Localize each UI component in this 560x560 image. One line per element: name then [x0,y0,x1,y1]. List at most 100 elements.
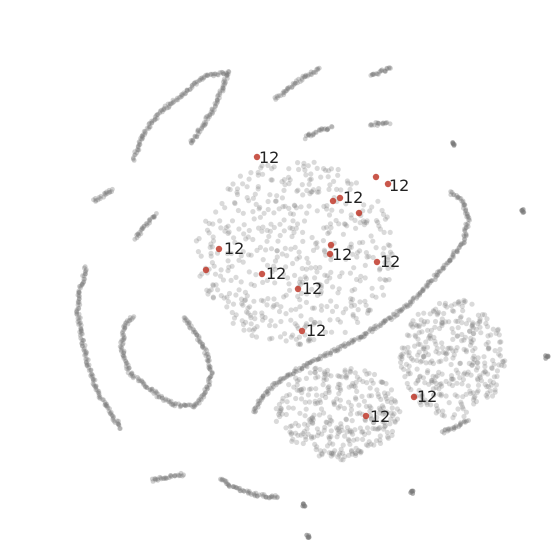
data-point [287,225,293,231]
data-point [147,387,153,393]
data-point [181,472,187,478]
data-point [497,339,503,345]
data-point [93,383,99,389]
data-point [260,393,266,399]
data-point [293,395,299,402]
data-point [378,68,384,74]
data-point [192,133,198,139]
data-point [211,73,217,79]
data-point [157,108,163,114]
data-point [210,370,215,375]
data-point [206,362,212,368]
data-point [311,305,317,311]
data-point [111,418,117,424]
data-point [457,245,462,250]
data-point [153,390,158,395]
data-point [439,322,445,329]
data-point [247,312,254,318]
data-point [323,351,328,356]
data-point [225,299,231,305]
data-point [281,187,287,193]
data-point [207,375,213,381]
data-point [315,67,321,72]
data-point [342,341,348,347]
data-point [93,384,99,389]
data-point [225,72,231,77]
data-point [313,240,319,247]
data-point [325,350,331,356]
data-point [291,371,296,377]
highlight-point [258,270,266,278]
data-point [231,484,236,489]
data-point [384,214,390,220]
data-point [353,225,359,231]
data-point [168,398,174,404]
data-point [344,372,350,378]
data-point [204,348,210,353]
data-point [445,426,451,432]
data-point [468,390,474,396]
data-point [406,384,412,391]
data-point [291,384,297,390]
data-point [343,306,349,312]
data-point [215,72,220,77]
data-point [230,320,236,326]
data-point [199,75,205,81]
data-point [370,380,376,386]
data-point [131,373,137,379]
data-point [208,253,214,259]
data-point [369,293,375,299]
data-point [174,97,179,103]
data-point [336,373,342,379]
data-point [241,231,247,237]
data-point [327,317,333,323]
data-point [278,318,284,325]
data-point [446,426,452,432]
data-point [151,215,157,220]
data-point [381,426,387,432]
data-point [207,367,213,373]
data-point [394,313,399,318]
data-point [333,348,339,354]
data-point [386,260,392,266]
data-point [283,264,289,270]
highlight-point [355,209,363,217]
data-point [90,377,96,382]
data-point [321,225,327,231]
data-point [363,330,368,336]
data-point [137,140,143,145]
data-point [121,324,126,329]
data-point [290,211,296,217]
data-point [147,218,153,224]
data-point [417,399,423,405]
data-point [377,437,383,443]
data-point [300,192,306,198]
data-point [147,220,152,226]
data-point [81,347,86,353]
data-point [283,425,289,431]
data-point [162,103,168,109]
data-point [330,441,336,447]
data-point [431,392,437,398]
data-point [359,429,365,435]
data-point [265,198,271,205]
data-point [212,271,219,277]
data-point [197,339,203,344]
data-point [323,376,329,382]
data-point [179,92,184,98]
data-point [79,281,85,287]
data-point [280,395,286,401]
data-point [84,356,90,362]
data-point [470,390,476,396]
data-point [137,142,143,147]
data-point [325,371,331,378]
data-point [224,72,230,78]
data-point [458,420,463,426]
data-point [343,256,349,262]
data-point [361,222,367,228]
data-point [161,107,167,112]
data-point [448,373,455,379]
data-point [198,76,204,81]
data-point [318,303,324,309]
data-point [290,218,296,224]
